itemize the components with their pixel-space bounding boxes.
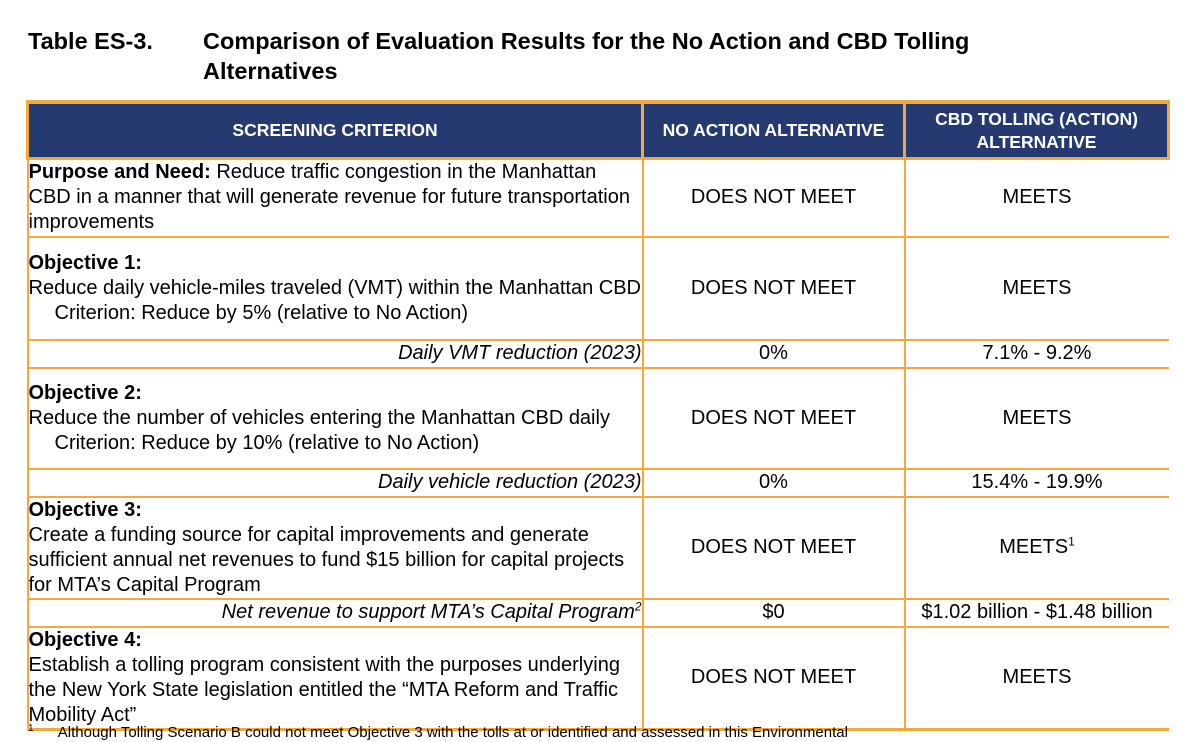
criterion-text: Reduce the number of vehicles entering t… — [28, 406, 610, 429]
table-row-metric-3: Net revenue to support MTA’s Capital Pro… — [26, 598, 1169, 628]
evaluation-table: SCREENING CRITERION NO ACTION ALTERNATIV… — [26, 100, 1170, 731]
no-action-result: DOES NOT MEET — [641, 158, 905, 238]
metric-cbd: 7.1% - 9.2% — [903, 339, 1169, 369]
cbd-result: MEETS — [903, 367, 1169, 470]
metric-no-action: 0% — [641, 339, 905, 369]
criterion-threshold: Criterion: Reduce by 10% (relative to No… — [54, 431, 480, 454]
criterion-label: Objective 2: — [28, 381, 142, 404]
table-row-purpose: Purpose and Need: Reduce traffic congest… — [26, 158, 1169, 238]
metric-cbd: 15.4% - 19.9% — [903, 468, 1169, 498]
criterion-cell: Purpose and Need: Reduce traffic congest… — [26, 158, 643, 238]
criterion-cell: Objective 4: Establish a tolling program… — [26, 626, 643, 731]
cbd-result: MEETS — [999, 536, 1069, 558]
cbd-result: MEETS — [903, 158, 1169, 238]
criterion-cell: Objective 1: Reduce daily vehicle-miles … — [26, 236, 643, 341]
no-action-result: DOES NOT MEET — [641, 626, 905, 731]
criterion-cell: Objective 3: Create a funding source for… — [26, 496, 643, 600]
cbd-result-cell: MEETS1 — [903, 496, 1169, 600]
criterion-text: Reduce daily vehicle-miles traveled (VMT… — [28, 276, 641, 299]
criterion-cell: Objective 2: Reduce the number of vehicl… — [26, 367, 643, 470]
table-row-objective-3: Objective 3: Create a funding source for… — [26, 496, 1169, 600]
criterion-text: Create a funding source for capital impr… — [28, 523, 625, 596]
table-row-metric-1: Daily VMT reduction (2023) 0% 7.1% - 9.2… — [26, 339, 1169, 369]
metric-label-cell: Net revenue to support MTA’s Capital Pro… — [26, 598, 643, 628]
criterion-label: Objective 4: — [28, 628, 142, 651]
table-title-text: Comparison of Evaluation Results for the… — [203, 28, 970, 84]
criterion-label: Objective 3: — [28, 498, 142, 521]
criterion-label: Purpose and Need: — [28, 161, 211, 184]
table-row-objective-1: Objective 1: Reduce daily vehicle-miles … — [26, 236, 1169, 341]
footnote-text: Although Tolling Scenario B could not me… — [57, 724, 848, 741]
header-cbd-tolling: CBD TOLLING (ACTION) ALTERNATIVE — [903, 100, 1170, 160]
footnote-marker: 1 — [28, 723, 34, 734]
footnote-ref-2: 2 — [634, 599, 642, 614]
no-action-result: DOES NOT MEET — [641, 496, 905, 600]
table-row-metric-2: Daily vehicle reduction (2023) 0% 15.4% … — [26, 468, 1169, 498]
no-action-result: DOES NOT MEET — [641, 236, 905, 341]
header-screening-criterion: SCREENING CRITERION — [26, 100, 643, 160]
header-row: SCREENING CRITERION NO ACTION ALTERNATIV… — [26, 100, 1170, 160]
footnote-ref-1: 1 — [1068, 534, 1075, 549]
metric-label: Net revenue to support MTA’s Capital Pro… — [221, 601, 635, 623]
no-action-result: DOES NOT MEET — [641, 367, 905, 470]
footnote: 1 Although Tolling Scenario B could not … — [28, 724, 848, 742]
table-title: Table ES-3. Comparison of Evaluation Res… — [28, 26, 1178, 86]
criterion-text: Establish a tolling program consistent w… — [28, 653, 620, 726]
header-no-action: NO ACTION ALTERNATIVE — [641, 100, 905, 160]
metric-label: Daily VMT reduction (2023) — [26, 339, 643, 369]
metric-no-action: $0 — [641, 598, 905, 628]
criterion-text: Reduce traffic congestion in the Manhatt… — [28, 161, 630, 234]
metric-label: Daily vehicle reduction (2023) — [26, 468, 643, 498]
cbd-result: MEETS — [903, 626, 1169, 731]
metric-cbd: $1.02 billion - $1.48 billion — [903, 598, 1169, 628]
table-row-objective-4: Objective 4: Establish a tolling program… — [26, 626, 1169, 731]
metric-no-action: 0% — [641, 468, 905, 498]
criterion-label: Objective 1: — [28, 251, 142, 274]
header-cbd-line1: CBD TOLLING (ACTION) — [935, 108, 1138, 129]
table-row-objective-2: Objective 2: Reduce the number of vehicl… — [26, 367, 1169, 470]
criterion-threshold: Criterion: Reduce by 5% (relative to No … — [54, 301, 469, 324]
header-cbd-line2: ALTERNATIVE — [976, 131, 1097, 152]
cbd-result: MEETS — [903, 236, 1169, 341]
table-number: Table ES-3. — [28, 28, 153, 54]
